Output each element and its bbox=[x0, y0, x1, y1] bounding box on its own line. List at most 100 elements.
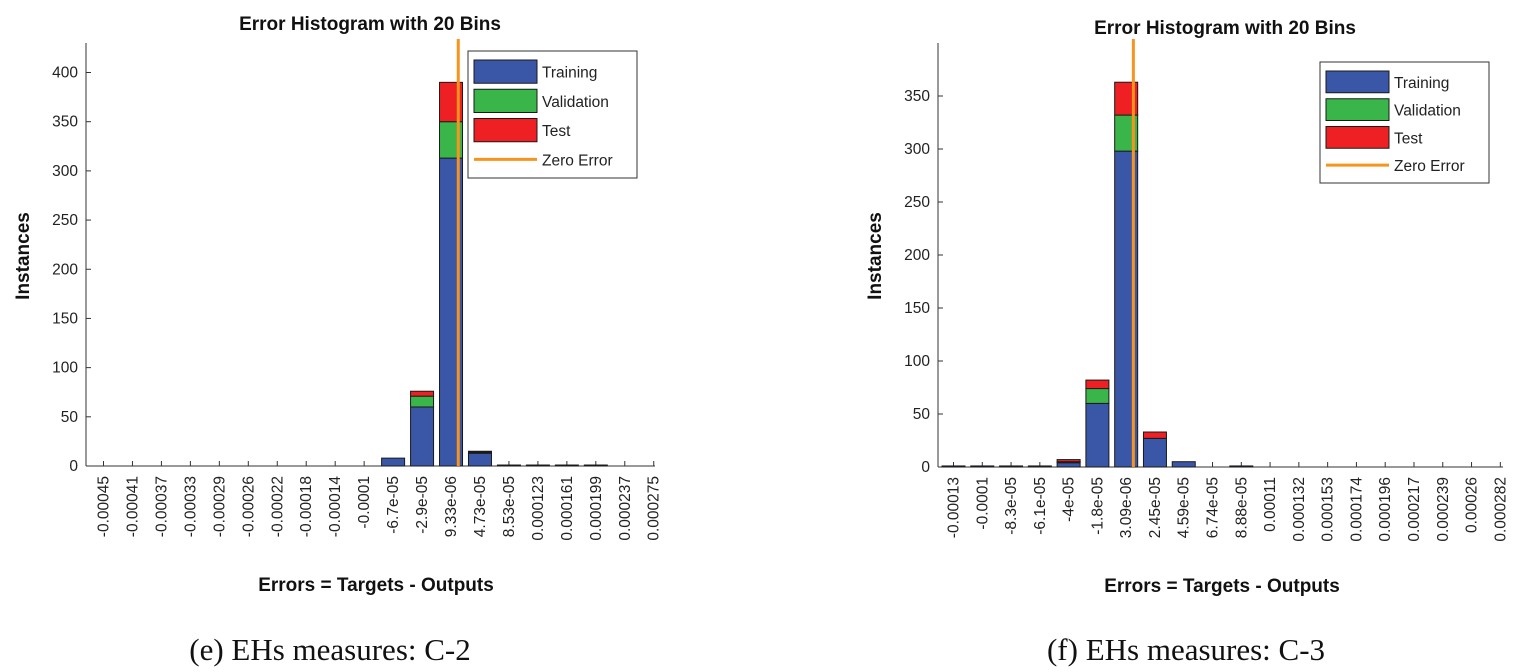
x-tick-label: 0.000174 bbox=[1348, 477, 1365, 542]
bar-validation-11 bbox=[410, 395, 435, 408]
x-tick-label: -8.3e-05 bbox=[1003, 477, 1020, 535]
bar-test-5 bbox=[1085, 379, 1110, 390]
legend-swatch-test bbox=[473, 118, 538, 143]
y-tick-label: 300 bbox=[904, 141, 930, 158]
bar-training-8 bbox=[1171, 461, 1196, 468]
x-tick-label: -1.8e-05 bbox=[1089, 477, 1106, 535]
y-tick-label: 400 bbox=[52, 65, 78, 82]
y-tick-label: 0 bbox=[921, 459, 930, 476]
x-tick-label: 3.09e-06 bbox=[1118, 477, 1135, 538]
x-tick-label: 0.000237 bbox=[617, 476, 634, 541]
chart-title: Error Histogram with 20 Bins bbox=[239, 14, 501, 35]
bar-test-11 bbox=[410, 390, 435, 397]
x-tick-label: -0.00041 bbox=[124, 476, 141, 537]
y-tick-label: 250 bbox=[904, 194, 930, 211]
x-tick-label: -0.0001 bbox=[974, 477, 991, 530]
x-tick-label: -0.00022 bbox=[269, 476, 286, 537]
x-tick-label: 0.000153 bbox=[1320, 477, 1337, 542]
legend-swatch-training bbox=[1325, 70, 1390, 94]
y-tick-label: 100 bbox=[904, 353, 930, 370]
x-tick-label: -0.00037 bbox=[153, 476, 170, 537]
y-tick-label: 0 bbox=[69, 458, 78, 475]
bar-training-15 bbox=[525, 464, 550, 467]
x-tick-label: -0.00026 bbox=[240, 476, 257, 537]
x-tick-label: -0.00013 bbox=[946, 477, 963, 538]
y-tick-label: 200 bbox=[904, 247, 930, 264]
bar-training-14 bbox=[496, 464, 521, 467]
x-tick-label: 8.53e-05 bbox=[501, 476, 518, 537]
bar-training-16 bbox=[554, 464, 579, 467]
x-tick-label: -0.00018 bbox=[298, 476, 315, 537]
y-tick-label: 100 bbox=[52, 360, 78, 377]
x-tick-label: 8.88e-05 bbox=[1233, 477, 1250, 538]
y-tick-label: 150 bbox=[52, 310, 78, 327]
legend-label-validation: Validation bbox=[1394, 103, 1461, 120]
x-tick-label: 0.000161 bbox=[559, 476, 576, 541]
x-tick-label: -6.7e-05 bbox=[385, 476, 402, 534]
x-tick-label: -2.9e-05 bbox=[414, 476, 431, 534]
histogram-panel-c3: Error Histogram with 20 Bins Errors = Ta… bbox=[865, 18, 1509, 667]
x-tick-label: 0.000196 bbox=[1377, 477, 1394, 542]
legend-swatch-validation bbox=[1325, 98, 1390, 121]
figure-caption: (f) EHs measures: C-3 bbox=[1047, 632, 1325, 667]
y-tick-label: 250 bbox=[52, 212, 78, 229]
x-tick-label: -0.00029 bbox=[211, 476, 228, 537]
y-axis-label: Instances bbox=[865, 212, 886, 300]
y-tick-label: 50 bbox=[61, 409, 79, 426]
legend-swatch-test bbox=[1325, 126, 1390, 149]
legend-label-test: Test bbox=[1394, 130, 1423, 147]
y-tick-label: 350 bbox=[52, 114, 78, 131]
y-tick-label: 200 bbox=[52, 261, 78, 278]
x-tick-label: 0.000239 bbox=[1435, 477, 1452, 542]
bar-training-10 bbox=[1229, 465, 1254, 468]
x-tick-label: 0.000275 bbox=[646, 476, 663, 541]
x-tick-label: -0.0001 bbox=[356, 476, 373, 529]
legend-swatch-validation bbox=[473, 88, 538, 113]
legend-swatch-training bbox=[473, 59, 538, 84]
legend-label-training: Training bbox=[542, 65, 597, 82]
bar-training-2 bbox=[999, 465, 1024, 468]
x-tick-label: 0.000217 bbox=[1406, 477, 1423, 542]
x-tick-label: 0.000132 bbox=[1291, 477, 1308, 542]
x-tick-label: 2.45e-05 bbox=[1147, 477, 1164, 538]
legend-label-validation: Validation bbox=[542, 94, 609, 111]
x-tick-label: -6.1e-05 bbox=[1032, 477, 1049, 535]
bar-test-7 bbox=[1142, 431, 1167, 439]
y-tick-label: 150 bbox=[904, 300, 930, 317]
bar-training-0 bbox=[941, 465, 966, 468]
bar-training-3 bbox=[1027, 465, 1052, 468]
bar-training-1 bbox=[970, 465, 995, 468]
bar-test-13 bbox=[467, 450, 492, 453]
y-axis-label: Instances bbox=[13, 212, 34, 300]
x-axis-label: Errors = Targets - Outputs bbox=[1104, 576, 1340, 597]
legend-label-training: Training bbox=[1394, 75, 1449, 92]
bar-training-17 bbox=[583, 464, 608, 467]
bar-training-10 bbox=[381, 457, 406, 467]
histogram-panel-c2: Error Histogram with 20 Bins Errors = Ta… bbox=[13, 14, 663, 667]
x-tick-label: 0.00011 bbox=[1262, 477, 1279, 532]
x-tick-label: 0.00026 bbox=[1464, 477, 1481, 533]
x-tick-label: -0.00033 bbox=[182, 476, 199, 537]
x-tick-label: 4.59e-05 bbox=[1176, 477, 1193, 538]
x-tick-label: -4e-05 bbox=[1061, 477, 1078, 522]
figure-caption: (e) EHs measures: C-2 bbox=[189, 632, 471, 667]
y-tick-label: 50 bbox=[913, 406, 931, 423]
bar-training-5 bbox=[1085, 402, 1110, 468]
bar-training-7 bbox=[1142, 437, 1167, 468]
x-tick-label: 0.000123 bbox=[530, 476, 547, 541]
x-tick-label: 0.000282 bbox=[1492, 477, 1509, 542]
bar-validation-5 bbox=[1085, 388, 1110, 404]
x-tick-label: 4.73e-05 bbox=[472, 476, 489, 537]
bar-test-4 bbox=[1056, 459, 1081, 463]
legend-label-zero-error: Zero Error bbox=[1394, 158, 1465, 175]
legend-label-zero-error: Zero Error bbox=[542, 152, 613, 169]
bar-training-13 bbox=[467, 452, 492, 467]
x-tick-label: -0.00014 bbox=[327, 476, 344, 538]
bar-training-4 bbox=[1056, 462, 1081, 468]
x-tick-label: 6.74e-05 bbox=[1205, 477, 1222, 538]
bar-training-11 bbox=[410, 406, 435, 467]
y-tick-label: 350 bbox=[904, 88, 930, 105]
x-tick-label: 9.33e-06 bbox=[443, 476, 460, 537]
chart-title: Error Histogram with 20 Bins bbox=[1094, 18, 1356, 39]
